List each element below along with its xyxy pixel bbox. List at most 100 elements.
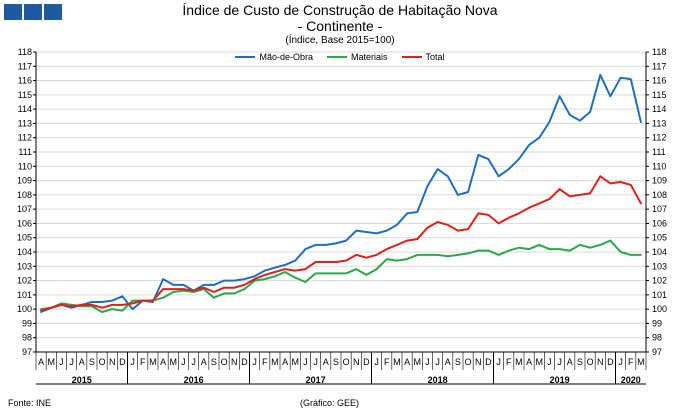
logo-square-3: [44, 4, 62, 20]
x-month-label: O: [587, 357, 594, 367]
x-month-label: J: [69, 357, 74, 367]
x-axis-year-labels: 2015 2016 2017 2018 2019 2020: [72, 375, 641, 385]
x-month-label: O: [99, 357, 106, 367]
x-month-label: J: [618, 357, 623, 367]
x-month-label: N: [475, 357, 482, 367]
x-year-label: 2018: [428, 375, 448, 385]
y-tick-label-right: 108: [652, 190, 667, 200]
x-month-label: M: [515, 357, 523, 367]
legend-item-materiais: Materiais: [327, 52, 388, 62]
x-month-label: J: [252, 357, 257, 367]
y-tick-label-right: 99: [652, 318, 662, 328]
y-tick-label-right: 112: [652, 133, 666, 143]
chart-series: [40, 73, 642, 313]
x-month-label: A: [404, 357, 410, 367]
x-month-label: M: [292, 357, 300, 367]
x-month-label: M: [393, 357, 401, 367]
y-tick-label-left: 111: [18, 147, 32, 157]
x-month-label: M: [637, 357, 645, 367]
x-month-label: J: [313, 357, 318, 367]
y-tick-label-left: 97: [22, 347, 32, 357]
y-tick-label-right: 109: [652, 176, 667, 186]
y-tick-label-left: 108: [17, 190, 32, 200]
x-month-label: J: [303, 357, 308, 367]
series-line-materiais: [40, 239, 642, 313]
y-axis-right-labels: 97 98 99 100 101 102 103 104 105 106 107 108 109 110 1…: [652, 47, 667, 357]
x-month-label: S: [333, 357, 339, 367]
y-tick-label-right: 102: [652, 276, 667, 286]
y-tick-label-left: 112: [18, 133, 32, 143]
y-tick-label-right: 101: [652, 290, 667, 300]
x-year-label: 2019: [550, 375, 570, 385]
y-tick-label-right: 103: [652, 261, 667, 271]
y-tick-label-left: 113: [18, 118, 32, 128]
x-month-label: A: [160, 357, 166, 367]
chart-title: Índice de Custo de Construção de Habitaç…: [182, 2, 498, 18]
legend-swatch-mao-de-obra: [235, 56, 256, 58]
x-month-label: M: [48, 357, 56, 367]
y-tick-label-left: 110: [18, 161, 32, 171]
y-tick-label-left: 118: [18, 47, 32, 57]
x-month-label: A: [323, 357, 329, 367]
x-month-label: F: [262, 357, 268, 367]
x-month-label: N: [353, 357, 360, 367]
y-tick-label-right: 110: [652, 161, 666, 171]
x-month-label: S: [211, 357, 217, 367]
y-tick-label-right: 97: [652, 347, 662, 357]
x-month-label: D: [241, 357, 248, 367]
x-month-label: A: [567, 357, 573, 367]
legend-swatch-total: [401, 56, 422, 58]
y-tick-label-right: 100: [652, 304, 667, 314]
legend-label-mao-de-obra: Mão-de-Obra: [259, 52, 313, 62]
x-month-label: J: [425, 357, 430, 367]
x-month-label: N: [231, 357, 238, 367]
x-month-label: M: [271, 357, 279, 367]
x-month-label: S: [577, 357, 583, 367]
chart-axes: [33, 51, 649, 385]
y-tick-label-left: 98: [22, 333, 32, 343]
x-month-label: F: [506, 357, 512, 367]
x-month-label: J: [130, 357, 135, 367]
legend-swatch-materiais: [327, 56, 347, 58]
y-tick-label-left: 103: [17, 261, 32, 271]
x-month-label: D: [363, 357, 370, 367]
x-month-label: J: [191, 357, 196, 367]
y-tick-label-left: 104: [17, 247, 32, 257]
x-month-label: A: [445, 357, 451, 367]
chart-subtitle: (Índice, Base 2015=100): [285, 35, 395, 46]
y-tick-label-right: 117: [652, 61, 666, 71]
x-month-label: A: [38, 357, 44, 367]
y-tick-label-right: 107: [652, 204, 667, 214]
x-month-label: J: [557, 357, 562, 367]
x-month-label: A: [79, 357, 85, 367]
y-tick-label-right: 106: [652, 218, 667, 228]
x-year-label: 2015: [72, 375, 92, 385]
legend-label-materiais: Materiais: [351, 52, 388, 62]
y-tick-label-left: 105: [17, 233, 32, 243]
x-month-label: O: [343, 357, 350, 367]
x-month-label: N: [109, 357, 116, 367]
y-tick-label-right: 105: [652, 233, 667, 243]
legend-label-total: Total: [425, 52, 445, 62]
chart-legend: Mão-de-Obra Materiais Total: [0, 52, 680, 62]
x-month-label: S: [89, 357, 95, 367]
chart-title-region: - Continente -: [297, 18, 383, 34]
y-tick-label-right: 116: [652, 76, 666, 86]
x-year-label: 2020: [621, 375, 641, 385]
chart-plot: 97 98 99 100 101 102 103 104 105 106 107 108 109 110 1…: [17, 47, 667, 385]
x-month-label: F: [384, 357, 390, 367]
x-year-label: 2016: [184, 375, 204, 385]
x-month-label: M: [149, 357, 157, 367]
logo-square-1: [4, 4, 22, 20]
y-tick-label-left: 109: [17, 176, 32, 186]
y-tick-label-left: 100: [17, 304, 32, 314]
y-tick-label-right: 115: [652, 90, 666, 100]
y-tick-label-left: 99: [22, 318, 32, 328]
x-month-label: S: [455, 357, 461, 367]
y-tick-label-left: 106: [17, 218, 32, 228]
x-month-label: O: [221, 357, 228, 367]
x-month-label: F: [140, 357, 146, 367]
logo-square-2: [24, 4, 42, 20]
x-month-label: J: [435, 357, 440, 367]
